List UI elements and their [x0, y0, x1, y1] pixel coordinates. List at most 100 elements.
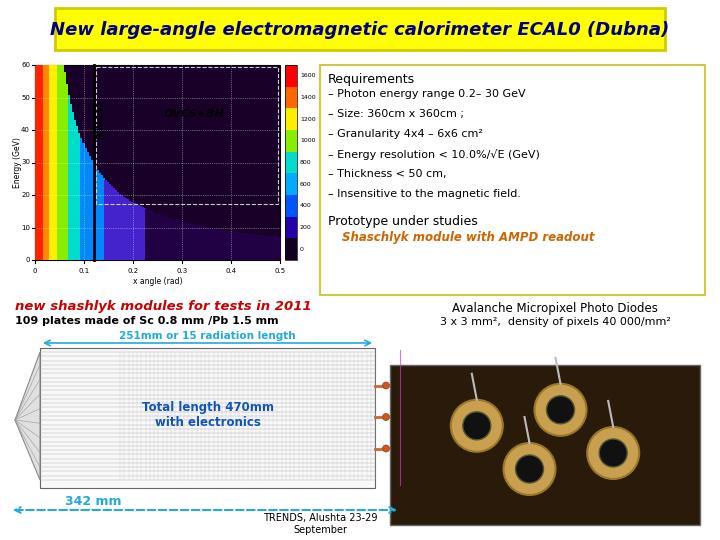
Bar: [76, 126, 78, 260]
Bar: [198, 226, 201, 260]
Bar: [88, 156, 91, 260]
Bar: [249, 234, 252, 260]
Bar: [78, 132, 81, 260]
Bar: [158, 214, 160, 260]
Text: Prototype under studies: Prototype under studies: [328, 215, 478, 228]
Text: 0.3: 0.3: [176, 268, 188, 274]
Bar: [111, 186, 113, 260]
Bar: [45, 65, 48, 260]
Text: – Thickness < 50 cm,: – Thickness < 50 cm,: [328, 169, 446, 179]
Bar: [192, 224, 194, 260]
Bar: [145, 210, 148, 260]
Text: new shashlyk modules for tests in 2011: new shashlyk modules for tests in 2011: [15, 300, 312, 313]
Bar: [233, 232, 235, 260]
Bar: [129, 201, 132, 260]
Circle shape: [382, 414, 390, 421]
Bar: [133, 203, 135, 260]
Text: Requirements: Requirements: [328, 73, 415, 86]
Bar: [272, 236, 274, 260]
Bar: [229, 231, 232, 260]
Text: 60: 60: [21, 62, 30, 68]
Text: 1200: 1200: [300, 117, 315, 122]
Bar: [180, 221, 182, 260]
Bar: [285, 65, 297, 260]
Text: – Energy resolution < 10.0%/√E (GeV): – Energy resolution < 10.0%/√E (GeV): [328, 149, 540, 160]
Bar: [258, 235, 260, 260]
Text: 200: 200: [300, 225, 312, 230]
Bar: [70, 104, 72, 260]
Text: 1600: 1600: [300, 73, 315, 78]
Bar: [137, 205, 140, 260]
Bar: [123, 197, 125, 260]
Bar: [35, 65, 280, 260]
Bar: [182, 222, 184, 260]
Text: Total length 470mm
with electronics: Total length 470mm with electronics: [142, 401, 274, 429]
Text: 1400: 1400: [300, 95, 315, 100]
Bar: [243, 233, 246, 260]
Bar: [170, 218, 172, 260]
Bar: [102, 178, 105, 260]
Text: 400: 400: [300, 204, 312, 208]
Bar: [210, 228, 213, 260]
Text: 600: 600: [300, 181, 312, 187]
Bar: [209, 228, 211, 260]
Bar: [94, 167, 96, 260]
Bar: [72, 112, 74, 260]
Bar: [176, 220, 179, 260]
Bar: [276, 237, 279, 260]
Bar: [268, 236, 270, 260]
Text: 10: 10: [21, 225, 30, 231]
Bar: [190, 224, 193, 260]
Bar: [156, 213, 158, 260]
Bar: [274, 237, 276, 260]
Bar: [200, 226, 203, 260]
Text: 800: 800: [300, 160, 312, 165]
Text: 109 plates made of Sc 0.8 mm /Pb 1.5 mm: 109 plates made of Sc 0.8 mm /Pb 1.5 mm: [15, 316, 279, 326]
Bar: [227, 231, 230, 260]
Bar: [186, 223, 189, 260]
Text: 50: 50: [21, 94, 30, 100]
Bar: [197, 225, 199, 260]
Bar: [40, 348, 375, 488]
Bar: [212, 228, 215, 260]
Bar: [151, 212, 154, 260]
Bar: [84, 148, 86, 260]
Bar: [174, 220, 176, 260]
Text: 0.4: 0.4: [225, 268, 237, 274]
Text: 0.5: 0.5: [274, 268, 286, 274]
Bar: [217, 229, 220, 260]
Bar: [90, 160, 93, 260]
Bar: [112, 188, 115, 260]
Bar: [207, 227, 209, 260]
Bar: [121, 195, 123, 260]
Bar: [251, 234, 254, 260]
Text: ECAL1&2: ECAL1&2: [96, 100, 105, 139]
Bar: [166, 217, 168, 260]
Bar: [149, 211, 152, 260]
Bar: [231, 231, 233, 260]
Bar: [37, 65, 40, 260]
Bar: [30, 60, 305, 273]
Bar: [43, 65, 45, 260]
Bar: [125, 198, 127, 260]
Bar: [48, 65, 50, 260]
Bar: [235, 232, 238, 260]
Bar: [285, 217, 297, 238]
Bar: [53, 65, 56, 260]
Bar: [51, 65, 54, 260]
Text: 251mm or 15 radiation length: 251mm or 15 radiation length: [120, 331, 296, 341]
Circle shape: [588, 427, 639, 479]
Bar: [109, 185, 111, 260]
Bar: [80, 138, 83, 260]
Bar: [49, 65, 52, 260]
Text: Energy (GeV): Energy (GeV): [12, 137, 22, 188]
Circle shape: [382, 445, 390, 452]
Bar: [55, 8, 665, 50]
Text: 3 x 3 mm²,  density of pixels 40 000/mm²: 3 x 3 mm², density of pixels 40 000/mm²: [440, 317, 670, 327]
Bar: [135, 204, 138, 260]
Text: – Granularity 4x4 – 6x6 cm²: – Granularity 4x4 – 6x6 cm²: [328, 129, 483, 139]
Bar: [148, 210, 150, 260]
Bar: [117, 192, 120, 260]
Bar: [285, 86, 297, 109]
Bar: [127, 199, 130, 260]
